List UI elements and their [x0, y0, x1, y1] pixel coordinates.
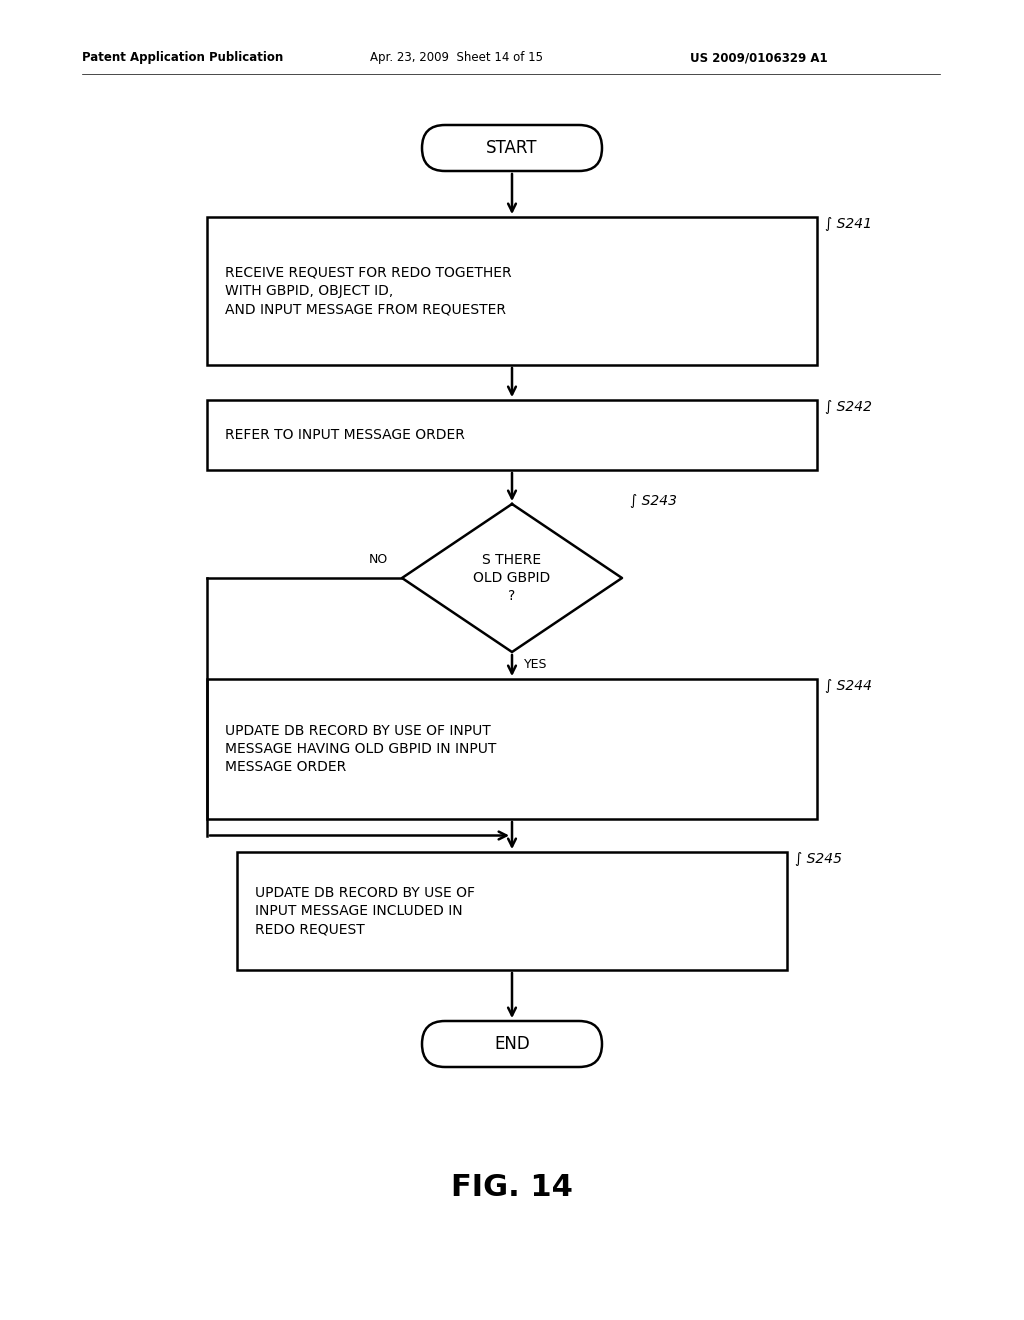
Bar: [237, 851, 787, 970]
Text: END: END: [495, 1035, 529, 1053]
Text: ∫ S241: ∫ S241: [825, 216, 872, 231]
Bar: [207, 400, 817, 470]
Text: YES: YES: [524, 657, 548, 671]
FancyBboxPatch shape: [422, 1020, 602, 1067]
Text: US 2009/0106329 A1: US 2009/0106329 A1: [690, 51, 827, 65]
Text: ∫ S244: ∫ S244: [825, 678, 872, 693]
Text: Patent Application Publication: Patent Application Publication: [82, 51, 284, 65]
Text: UPDATE DB RECORD BY USE OF
INPUT MESSAGE INCLUDED IN
REDO REQUEST: UPDATE DB RECORD BY USE OF INPUT MESSAGE…: [255, 886, 475, 936]
Text: S THERE
OLD GBPID
?: S THERE OLD GBPID ?: [473, 553, 551, 603]
Text: START: START: [486, 139, 538, 157]
Text: ∫ S242: ∫ S242: [825, 400, 872, 414]
Bar: [207, 678, 817, 818]
Text: FIG. 14: FIG. 14: [451, 1172, 573, 1201]
Text: Apr. 23, 2009  Sheet 14 of 15: Apr. 23, 2009 Sheet 14 of 15: [370, 51, 543, 65]
Text: RECEIVE REQUEST FOR REDO TOGETHER
WITH GBPID, OBJECT ID,
AND INPUT MESSAGE FROM : RECEIVE REQUEST FOR REDO TOGETHER WITH G…: [225, 265, 512, 317]
Text: UPDATE DB RECORD BY USE OF INPUT
MESSAGE HAVING OLD GBPID IN INPUT
MESSAGE ORDER: UPDATE DB RECORD BY USE OF INPUT MESSAGE…: [225, 723, 497, 775]
Bar: [207, 216, 817, 366]
Text: REFER TO INPUT MESSAGE ORDER: REFER TO INPUT MESSAGE ORDER: [225, 428, 465, 442]
Polygon shape: [402, 504, 622, 652]
Text: NO: NO: [369, 553, 388, 566]
FancyBboxPatch shape: [422, 125, 602, 172]
Text: ∫ S245: ∫ S245: [795, 851, 842, 866]
Text: ∫ S243: ∫ S243: [630, 494, 677, 508]
